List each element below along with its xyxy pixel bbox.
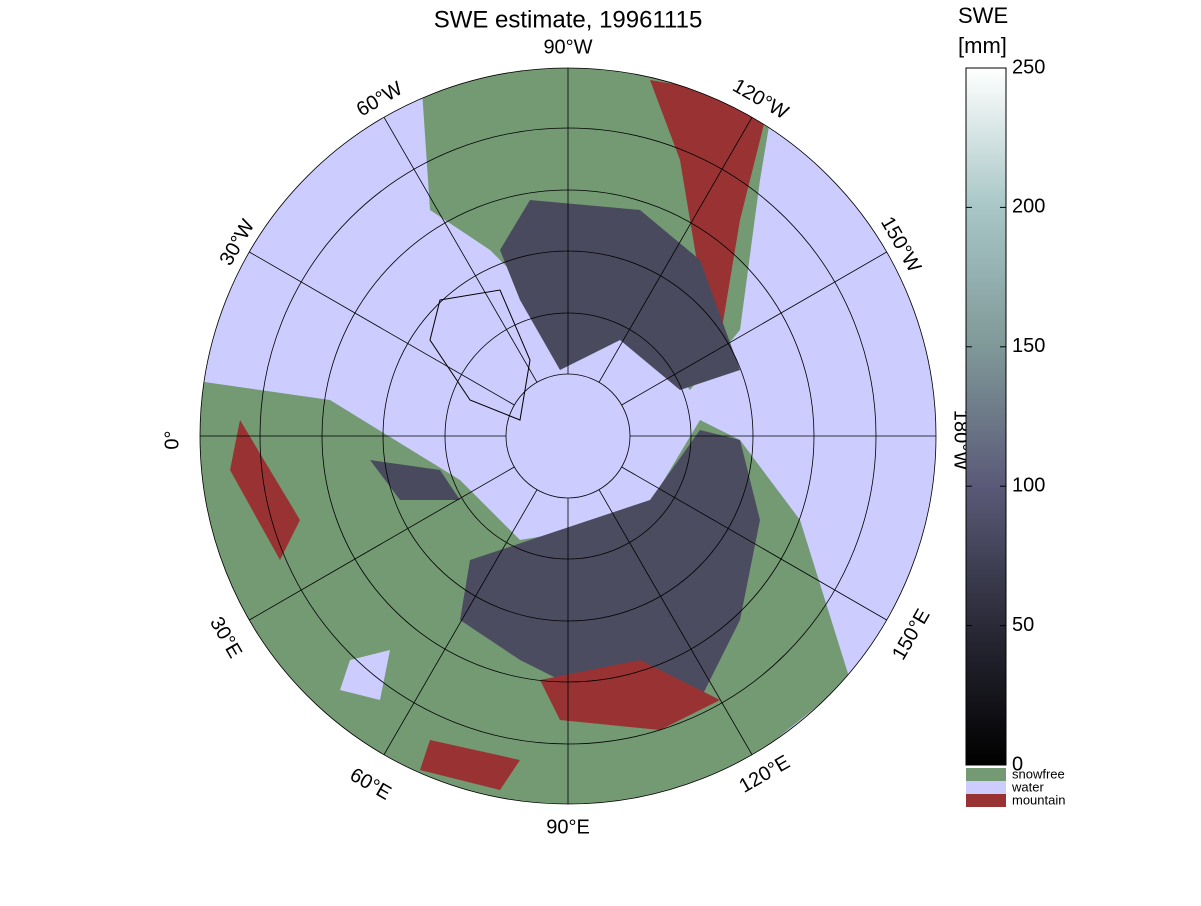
meridian	[598, 117, 753, 383]
legend-label: snowfree	[1012, 766, 1065, 781]
legend-swatch	[966, 768, 1006, 781]
snow-area	[370, 460, 460, 500]
legend-label: water	[1011, 779, 1044, 794]
colorbar-tick-label: 150	[1012, 335, 1045, 357]
graticule	[199, 67, 937, 805]
map-disc	[200, 68, 936, 804]
mountain-area	[230, 420, 720, 790]
snow-area	[460, 430, 760, 700]
colorbar-tick-label: 50	[1012, 614, 1034, 636]
legend-label: mountain	[1012, 792, 1065, 807]
meridian	[598, 489, 753, 755]
meridian	[621, 466, 887, 621]
lon-label: 150°E	[888, 605, 934, 663]
colorbar	[965, 67, 1007, 766]
lon-label: 90°E	[546, 816, 590, 838]
lon-label: 90°W	[543, 36, 592, 58]
legend-swatch	[966, 781, 1006, 794]
lon-label: 60°E	[346, 764, 395, 805]
meridian	[621, 251, 887, 406]
meridian	[383, 489, 538, 755]
legend-swatch	[966, 794, 1006, 807]
snow-area	[500, 200, 740, 390]
colorbar-label: SWE	[958, 3, 1008, 28]
title: SWE estimate, 19961115	[434, 6, 703, 33]
colorbar-tick-label: 0	[1012, 753, 1023, 775]
greenland-outline	[429, 289, 531, 421]
meridian	[383, 117, 538, 383]
lon-label: 30°E	[205, 613, 246, 662]
colorbar-tick-label: 250	[1012, 56, 1045, 78]
colorbar-tick-label: 100	[1012, 474, 1045, 496]
meridian	[249, 251, 515, 406]
colorbar-label: [mm]	[958, 33, 1007, 58]
lake	[340, 650, 390, 700]
lon-label: 0°	[161, 430, 183, 449]
meridian	[249, 466, 515, 621]
colorbar-tick-label: 200	[1012, 196, 1045, 218]
mountain-area	[650, 80, 770, 340]
